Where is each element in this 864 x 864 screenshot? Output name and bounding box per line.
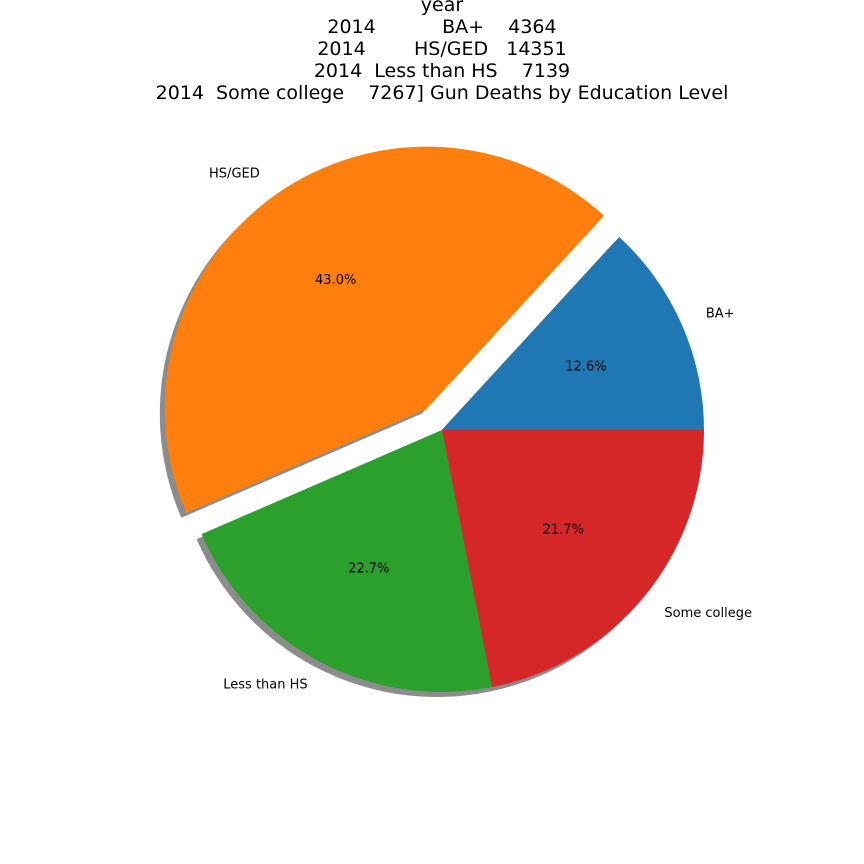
pie-slice-ba- bbox=[442, 237, 704, 430]
title-line-3: 2014 Less than HS 7139 bbox=[314, 60, 570, 82]
slice-label-less-than-hs: Less than HS bbox=[223, 677, 307, 692]
percent-label-ba-: 12.6% bbox=[565, 359, 606, 374]
pie-slices bbox=[164, 146, 704, 692]
pie-slice-some-college bbox=[442, 430, 704, 688]
percent-label-less-than-hs: 22.7% bbox=[348, 562, 389, 577]
slice-label-hs-ged: HS/GED bbox=[209, 166, 260, 181]
title-line-1: 2014 BA+ 4364 bbox=[327, 16, 556, 38]
percent-label-some-college: 21.7% bbox=[543, 522, 584, 537]
pie-slice-hs-ged bbox=[164, 146, 605, 513]
slice-label-ba-: BA+ bbox=[706, 307, 735, 322]
title-line-4: 2014 Some college 7267] Gun Deaths by Ed… bbox=[156, 82, 729, 104]
title-line-0: year bbox=[421, 0, 464, 16]
pie-slice-less-than-hs bbox=[201, 430, 493, 692]
percent-label-hs-ged: 43.0% bbox=[315, 273, 356, 288]
chart-title: year 2014 BA+ 4364 2014 HS/GED 14351 201… bbox=[156, 0, 729, 104]
title-line-2: 2014 HS/GED 14351 bbox=[317, 38, 566, 60]
slice-label-some-college: Some college bbox=[664, 606, 752, 621]
pie-labels: BA+ 12.6% HS/GED 43.0% Less than HS 22.7% Some… bbox=[209, 166, 752, 692]
